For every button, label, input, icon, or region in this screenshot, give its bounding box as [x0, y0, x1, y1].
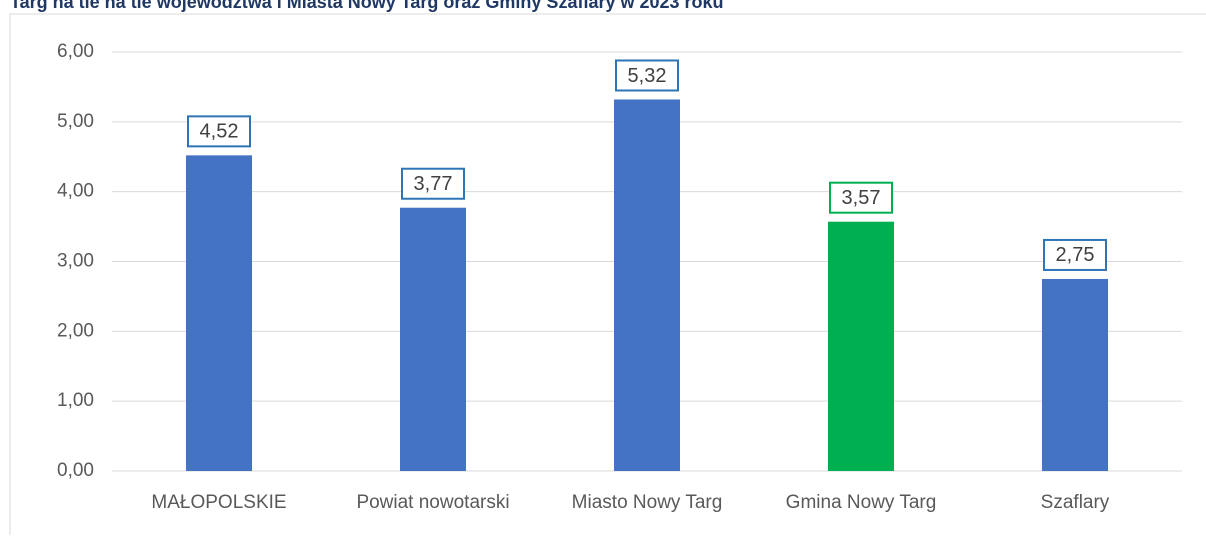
x-tick-label: Miasto Nowy Targ	[572, 492, 723, 513]
chart-title: Targ na tle na tle województwa i Miasta …	[10, 0, 724, 12]
y-tick-label: 1,00	[57, 390, 94, 411]
x-tick-label: Szaflary	[1041, 492, 1110, 513]
bar	[614, 99, 680, 471]
data-label: 4,52	[200, 121, 239, 143]
y-tick-label: 6,00	[57, 41, 94, 62]
data-label-box	[1043, 238, 1107, 271]
data-label: 3,77	[414, 173, 453, 195]
x-tick-label: Gmina Nowy Targ	[786, 492, 937, 513]
y-tick-label: 2,00	[57, 320, 94, 341]
bar	[828, 221, 894, 471]
y-tick-label: 4,00	[57, 181, 94, 202]
y-tick-label: 3,00	[57, 251, 94, 272]
data-label-box	[615, 59, 679, 92]
data-label-box	[401, 167, 465, 200]
y-tick-label: 5,00	[57, 111, 94, 132]
y-tick-label: 0,00	[57, 460, 94, 481]
data-label-box	[829, 181, 893, 214]
bar	[1042, 278, 1108, 471]
chart-frame	[9, 13, 1206, 540]
data-label: 2,75	[1056, 244, 1095, 266]
bar	[186, 155, 252, 471]
data-label: 3,57	[842, 187, 881, 209]
data-label: 5,32	[628, 65, 667, 87]
data-label-box	[187, 115, 251, 148]
x-tick-label: Powiat nowotarski	[356, 492, 509, 513]
bar	[400, 207, 466, 471]
x-tick-label: MAŁOPOLSKIE	[151, 492, 286, 513]
